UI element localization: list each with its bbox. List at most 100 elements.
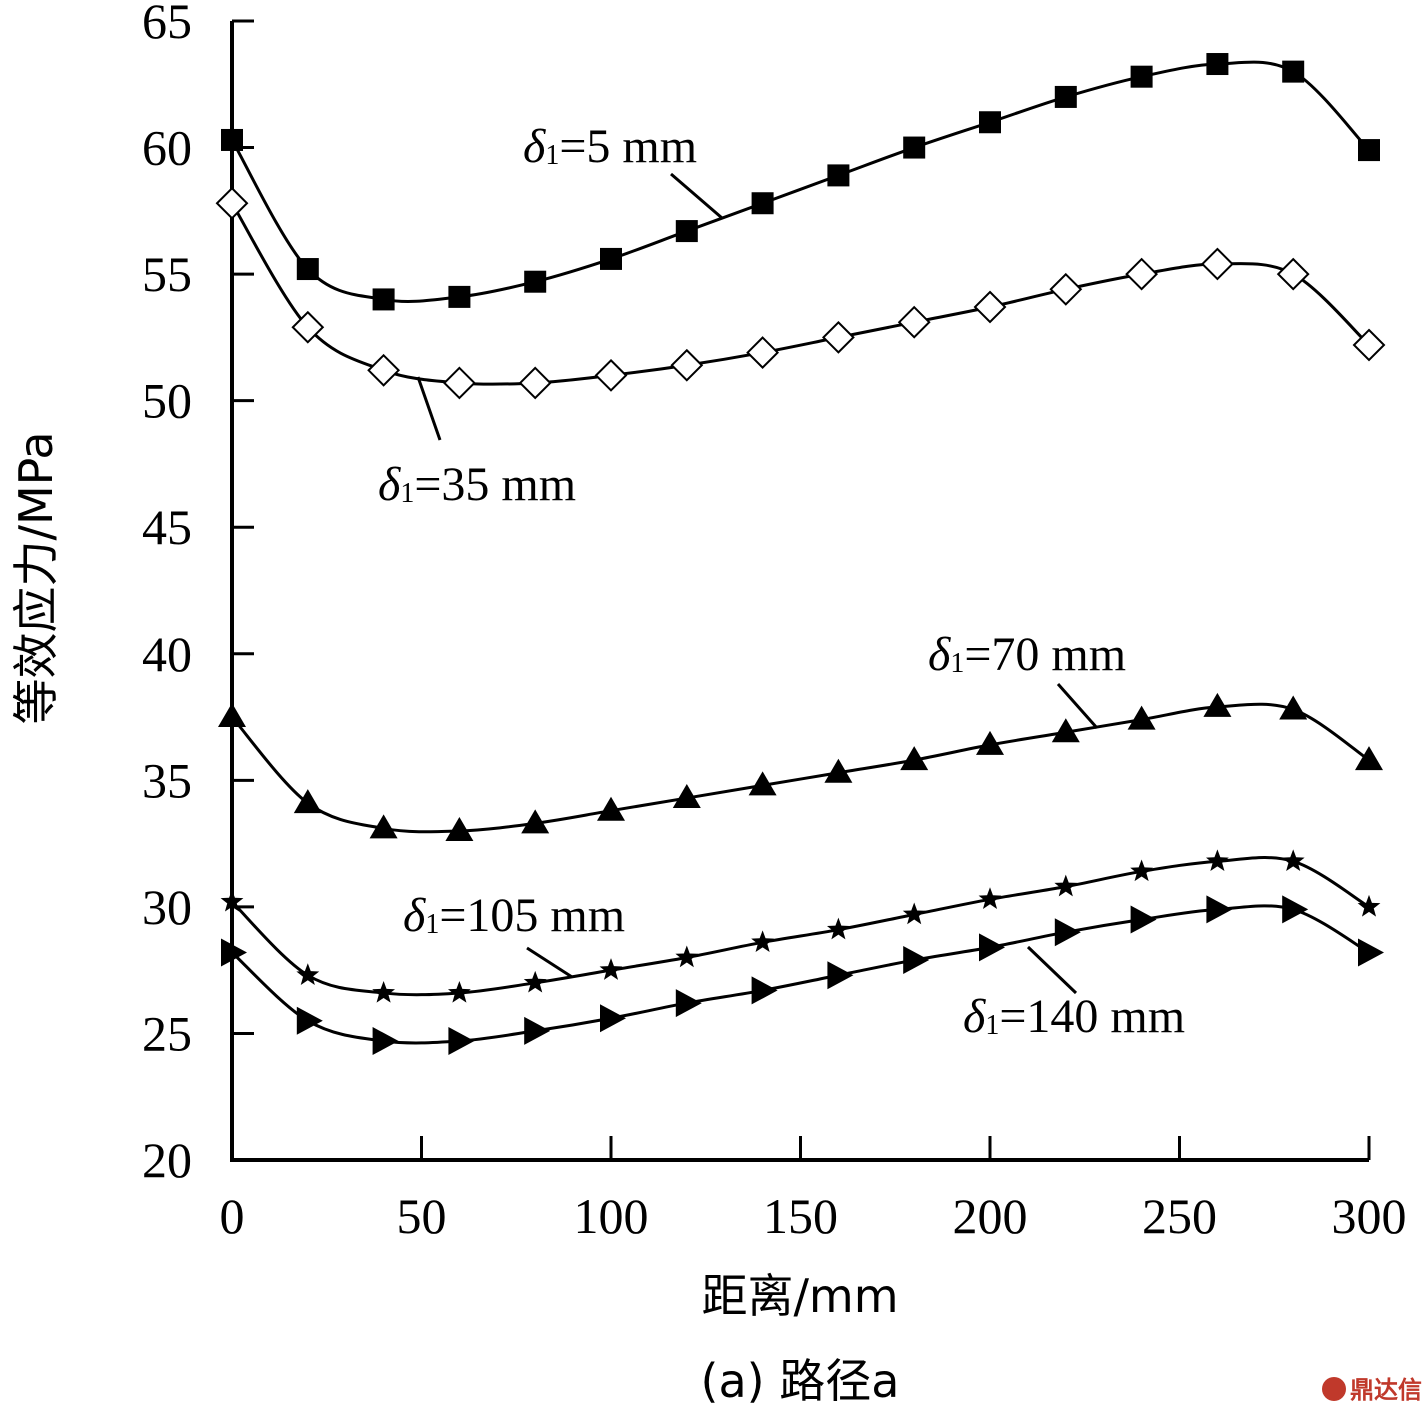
series-line [230, 202, 1371, 386]
star-marker [1281, 849, 1305, 872]
square-marker [979, 111, 1001, 134]
axes: 20 25 30 35 40 45 50 55 60 65 0 50 100 150 200 250 300 [142, 0, 1407, 1244]
star-marker [1205, 849, 1229, 872]
triangle-right-marker [675, 989, 702, 1018]
triangle-marker [824, 758, 853, 783]
triangle-right-marker [1282, 895, 1309, 924]
y-tick-label: 65 [142, 0, 192, 49]
series-label-leader-line [416, 376, 442, 441]
triangle-right-marker [1358, 938, 1384, 967]
square-marker [1054, 85, 1077, 108]
triangle-marker [900, 746, 929, 771]
triangle-right-marker [827, 961, 854, 990]
star-marker [1357, 894, 1381, 917]
square-marker [1206, 53, 1229, 76]
square-marker [1130, 65, 1153, 88]
series-line [230, 856, 1370, 997]
x-tick-label: 250 [1142, 1188, 1217, 1244]
series-line [230, 702, 1370, 834]
x-tick-label: 300 [1332, 1188, 1407, 1244]
triangle-marker [597, 796, 625, 821]
series-label-leader-line [670, 172, 723, 220]
y-tick-label: 55 [142, 246, 192, 302]
star-marker [902, 902, 926, 925]
square-marker [221, 128, 243, 151]
diamond-marker [897, 305, 931, 339]
triangle-right-marker [296, 1006, 323, 1035]
diamond-marker [1125, 257, 1159, 291]
square-marker [1282, 60, 1305, 83]
star-marker [1130, 859, 1154, 882]
square-marker [1358, 139, 1380, 162]
triangle-marker [521, 809, 550, 834]
watermark-text: 鼎达信 [1350, 1376, 1422, 1404]
diamond-marker [594, 358, 628, 392]
x-tick-label: 0 [220, 1188, 245, 1244]
series-label: δ1=70 mm [928, 628, 1126, 681]
diamond-marker [973, 290, 1007, 324]
triangle-right-marker [448, 1027, 475, 1056]
triangle-marker [1203, 692, 1232, 717]
star-marker [220, 889, 244, 912]
x-tick-label: 50 [397, 1188, 447, 1244]
series-label: δ1=105 mm [403, 889, 625, 942]
diamond-marker [215, 186, 249, 220]
triangle-right-marker [903, 946, 930, 975]
triangle-marker [369, 814, 398, 839]
star-marker [1054, 874, 1078, 897]
square-marker [903, 136, 926, 159]
y-tick-label: 40 [142, 626, 192, 682]
triangle-marker [1127, 705, 1156, 730]
y-tick-label: 50 [142, 373, 192, 429]
series-label-leader-line [1056, 683, 1099, 729]
square-marker [600, 247, 622, 270]
series-label: δ1=5 mm [523, 120, 697, 173]
triangle-marker [1355, 746, 1383, 771]
diamond-marker [1352, 328, 1386, 362]
y-tick-label: 35 [142, 752, 192, 808]
x-tick-label: 100 [574, 1188, 649, 1244]
triangle-marker [672, 784, 701, 809]
square-marker [524, 270, 547, 293]
star-marker [675, 945, 699, 968]
x-tick-label: 200 [953, 1188, 1028, 1244]
y-tick-label: 20 [142, 1132, 192, 1188]
star-marker [447, 980, 471, 1003]
triangle-marker [218, 703, 246, 728]
square-marker [296, 258, 319, 281]
y-tick-label: 25 [142, 1005, 192, 1061]
triangle-marker [748, 771, 777, 796]
triangle-right-marker [372, 1027, 399, 1056]
square-marker [372, 288, 395, 311]
star-marker [826, 917, 850, 940]
diamond-marker [821, 320, 855, 354]
diamond-marker [746, 336, 780, 369]
triangle-right-marker [1054, 918, 1081, 947]
watermark: 鼎达信 [1322, 1376, 1422, 1404]
diamond-marker [1049, 272, 1083, 306]
x-tick-label: 150 [763, 1188, 838, 1244]
square-marker [751, 192, 774, 215]
y-tick-label: 60 [142, 120, 192, 176]
diamond-marker [670, 348, 704, 382]
series-label: δ1=35 mm [378, 458, 576, 511]
star-marker [751, 930, 775, 953]
triangle-marker [293, 789, 322, 814]
triangle-right-marker [1206, 895, 1233, 924]
series-label-leader-line [526, 946, 573, 979]
triangle-marker [976, 730, 1004, 755]
square-marker [448, 285, 471, 308]
series-line [230, 904, 1370, 1045]
triangle-right-marker [524, 1016, 551, 1045]
series-markers [215, 53, 1386, 1056]
series-label-leader-line [1026, 945, 1078, 995]
y-axis-title: 等效应力/MPa [9, 431, 63, 724]
star-marker [296, 963, 320, 985]
star-marker [523, 970, 547, 993]
diamond-marker [367, 353, 401, 387]
triangle-right-marker [751, 976, 778, 1005]
figure-caption: (a) 路径a [701, 1354, 900, 1408]
star-marker [599, 958, 623, 980]
series-labels: δ1=5 mm δ1=35 mm δ1=70 mm δ1=105 mm δ1=140 m… [378, 120, 1185, 1043]
